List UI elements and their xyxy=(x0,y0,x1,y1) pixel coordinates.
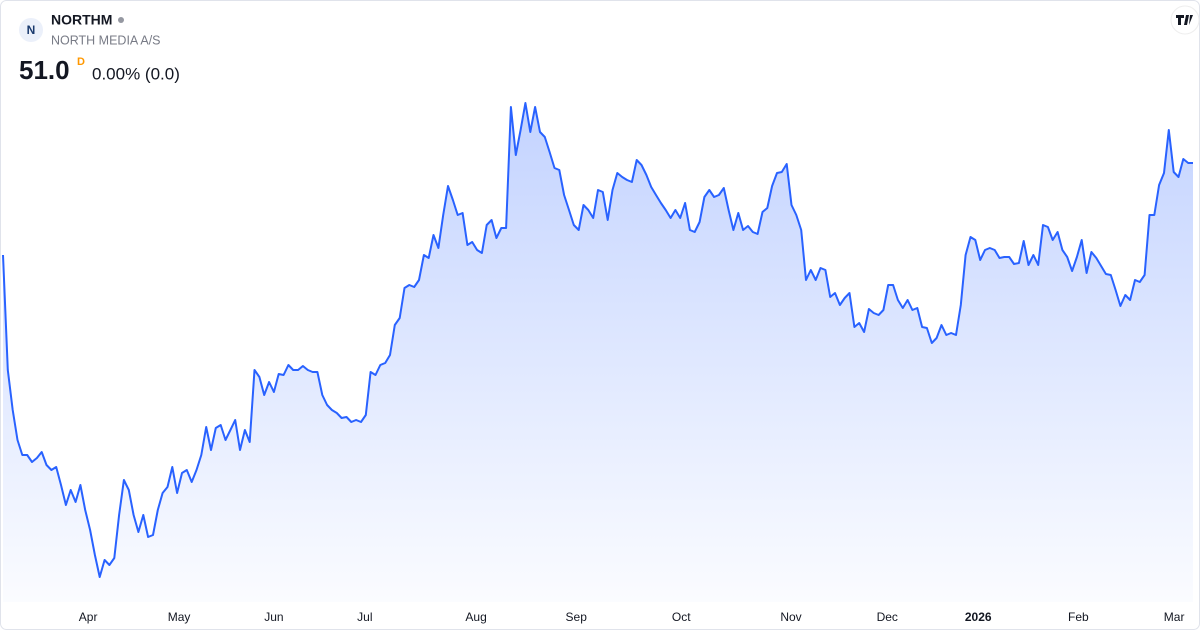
x-tick-label: Mar xyxy=(1164,610,1185,624)
x-tick-label: Sep xyxy=(566,610,588,624)
status-dot xyxy=(118,17,124,23)
company-name: NORTH MEDIA A/S xyxy=(51,33,161,47)
change: 0.00% (0.0) xyxy=(92,64,180,83)
logo: N xyxy=(27,23,36,37)
tv-logo xyxy=(1170,5,1200,35)
x-tick-label: Feb xyxy=(1068,610,1089,624)
x-tick-label: Aug xyxy=(465,610,486,624)
logo-bg xyxy=(19,18,43,42)
x-tick-label: Jul xyxy=(357,610,372,624)
symbol: NORTHM xyxy=(51,12,112,28)
plot: Apr May Jun Jul Aug Sep Oct Nov Dec 2026 Feb Mar xyxy=(2,102,1193,624)
price-line xyxy=(2,102,1193,578)
interval: D xyxy=(77,56,85,68)
x-tick-label: Apr xyxy=(79,610,98,624)
x-tick-label: Dec xyxy=(877,610,898,624)
x-tick-label: Oct xyxy=(672,610,691,624)
area xyxy=(3,103,1193,602)
x-tick-label: May xyxy=(168,610,191,624)
x-tick-label: Jun xyxy=(264,610,283,624)
x-tick-label: Nov xyxy=(780,610,801,624)
price: 51.0 xyxy=(19,55,70,85)
x-tick-label: 2026 xyxy=(965,610,992,624)
